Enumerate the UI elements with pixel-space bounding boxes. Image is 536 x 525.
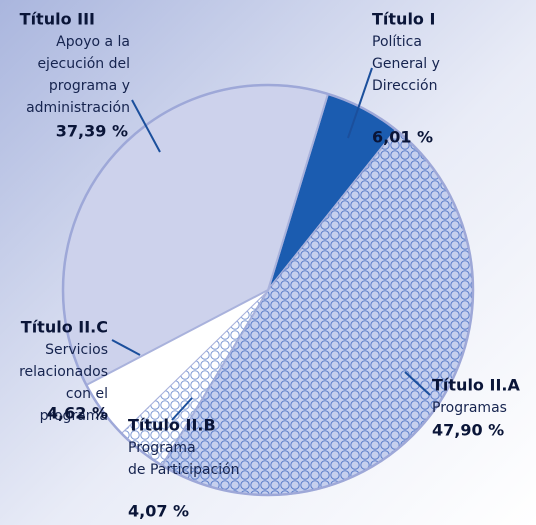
pie: [61, 83, 475, 497]
label-description: Programa: [128, 440, 196, 456]
label-title: Título I: [372, 10, 435, 29]
label-description: de Participación: [128, 462, 240, 478]
leader-line: [111, 339, 141, 356]
value-label: 37,39 %: [56, 122, 128, 141]
label-description: Programas: [432, 400, 507, 416]
label-description: con el: [66, 386, 108, 402]
leader-line: [404, 371, 431, 396]
label-description: ejecución del: [37, 56, 130, 72]
leader-lines: [111, 67, 431, 421]
label-description: General y: [372, 56, 440, 72]
value-label: 4,07 %: [128, 502, 189, 521]
pie-outline: [61, 83, 475, 497]
label-description: administración: [26, 100, 130, 116]
leader-line: [171, 397, 193, 421]
label-description: programa y: [49, 78, 130, 94]
value-label: 4,62 %: [47, 404, 108, 423]
leader-line: [131, 99, 161, 153]
slice-pattern: [162, 129, 474, 496]
label-description: Política: [372, 34, 422, 50]
label-title: Título II.A: [432, 376, 520, 395]
label-title: Título II.B: [128, 416, 216, 435]
value-label: 6,01 %: [372, 128, 433, 147]
label-description: programa: [40, 408, 108, 424]
slice-pattern: [121, 290, 268, 466]
labels: Título I Política General y Dirección 6,01 %…: [19, 10, 520, 521]
label-title: Título III: [20, 10, 95, 29]
label-description: Apoyo a la: [56, 34, 130, 50]
label-description: Servicios: [45, 342, 108, 358]
value-label: 47,90 %: [432, 421, 504, 440]
label-title: Título II.C: [21, 318, 108, 337]
leader-line: [347, 67, 373, 139]
slice-pattern: [86, 290, 268, 434]
label-description: relacionados: [19, 364, 108, 380]
label-description: Dirección: [372, 78, 437, 94]
